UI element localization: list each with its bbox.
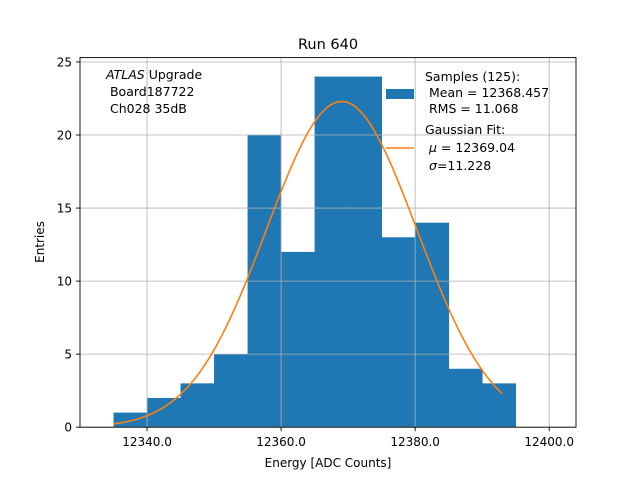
sigma-value: =11.228 bbox=[437, 158, 491, 173]
y-tick-label-1: 5 bbox=[64, 348, 72, 362]
x-tick-label-0: 12340.0 bbox=[122, 435, 172, 449]
y-tick-label-4: 20 bbox=[57, 129, 72, 143]
legend-histogram-swatch bbox=[386, 89, 414, 99]
plot-area: 12340.0 12360.0 12380.0 12400.0 0 5 10 15 20 25 bbox=[57, 55, 577, 449]
legend-rms-label: RMS = 11.068 bbox=[425, 101, 519, 116]
x-tick-label-2: 12380.0 bbox=[390, 435, 440, 449]
chart-title: Run 640 bbox=[298, 37, 358, 53]
plot-frame bbox=[79, 57, 577, 428]
legend-sigma-label: σ=11.228 bbox=[429, 158, 491, 173]
y-tick-label-5: 25 bbox=[57, 55, 72, 69]
histogram-bar-1 bbox=[147, 397, 181, 428]
histogram-bar-3 bbox=[214, 354, 248, 428]
x-axis-label: Energy [ADC Counts] bbox=[265, 456, 392, 470]
legend-mu-label: μ = 12369.04 bbox=[428, 140, 515, 155]
board-label: Board187722 bbox=[106, 84, 194, 99]
legend-fit-title: Gaussian Fit: bbox=[425, 122, 505, 137]
svg-text:ATLAS Upgrade: ATLAS Upgrade bbox=[105, 67, 202, 82]
mu-value: = 12369.04 bbox=[437, 140, 515, 155]
channel-label: Ch028 35dB bbox=[106, 101, 187, 116]
x-tick-label-3: 12400.0 bbox=[524, 435, 574, 449]
mu-symbol: μ bbox=[428, 140, 437, 155]
legend-mean-label: Mean = 12368.457 bbox=[425, 85, 549, 100]
y-axis-ticks: 0 5 10 15 20 25 bbox=[57, 55, 80, 435]
upgrade-label: Upgrade bbox=[145, 67, 203, 82]
x-tick-label-1: 12360.0 bbox=[256, 435, 306, 449]
histogram-bar-7 bbox=[348, 76, 383, 428]
gaussian-fit-curve bbox=[113, 100, 503, 425]
atlas-label: ATLAS bbox=[105, 67, 145, 82]
x-axis-ticks: 12340.0 12360.0 12380.0 12400.0 bbox=[122, 427, 574, 449]
histogram-bar-8 bbox=[381, 237, 416, 428]
atlas-annotation: ATLAS Upgrade Board187722 Ch028 35dB bbox=[105, 67, 202, 116]
y-tick-label-0: 0 bbox=[64, 421, 72, 435]
legend-samples-label: Samples (125): bbox=[425, 69, 520, 84]
histogram-bar-6 bbox=[314, 76, 349, 428]
sigma-symbol: σ bbox=[429, 158, 438, 173]
legend: Samples (125): Mean = 12368.457 RMS = 11… bbox=[386, 69, 549, 173]
y-tick-label-2: 10 bbox=[57, 275, 72, 289]
y-axis-label: Entries bbox=[33, 221, 47, 263]
histogram-bar-2 bbox=[180, 383, 215, 428]
histogram-bar-0 bbox=[113, 412, 148, 428]
grid-lines bbox=[80, 57, 576, 428]
histogram-bar-5 bbox=[281, 251, 315, 428]
histogram-bar-9 bbox=[415, 222, 450, 428]
y-tick-label-3: 15 bbox=[57, 202, 72, 216]
histogram-bar-10 bbox=[448, 368, 483, 428]
